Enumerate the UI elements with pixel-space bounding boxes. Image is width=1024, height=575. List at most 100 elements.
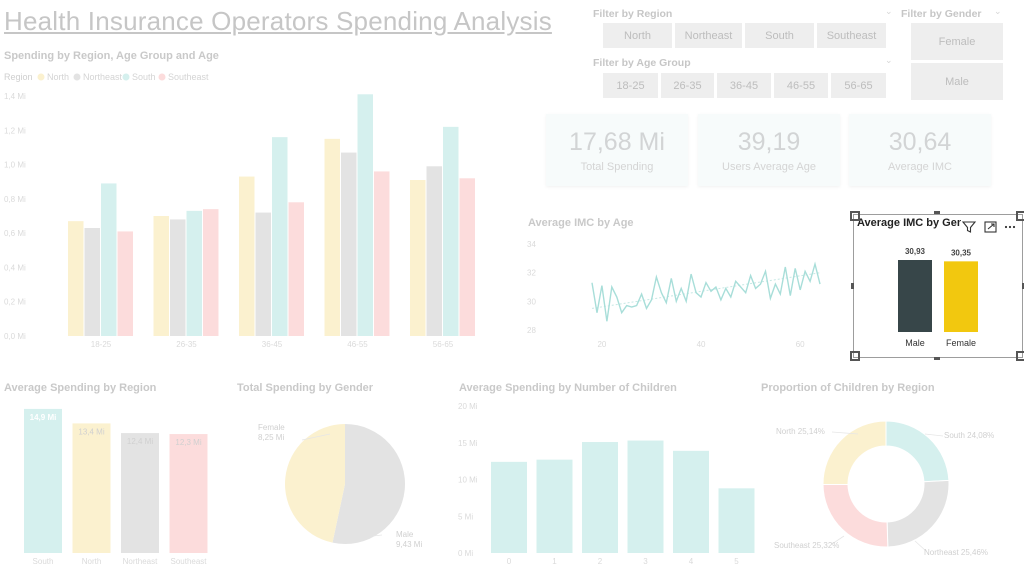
region-age-bar[interactable]: [459, 178, 476, 336]
avg-spending-region-category: Southeast: [170, 557, 207, 566]
avg-spending-region-chart[interactable]: 14,9 Mi South 13,4 Mi North 12,4 Mi Northeast…: [0, 396, 225, 575]
imc-age-line: [591, 261, 821, 322]
children-bar[interactable]: [627, 440, 664, 553]
region-age-bar[interactable]: [101, 183, 117, 336]
more-options-icon[interactable]: [1004, 225, 1016, 229]
filter-icon[interactable]: [961, 221, 977, 233]
resize-handle-left[interactable]: [851, 283, 854, 289]
region-age-bar[interactable]: [443, 126, 459, 336]
resize-handle-bottom[interactable]: [934, 357, 940, 360]
region-age-y-tick: 0,0 Mi: [4, 332, 26, 341]
region-southeast-button[interactable]: Southeast: [817, 23, 886, 48]
imc-gender-data-label: 30,35: [951, 248, 972, 257]
imc-age-chart[interactable]: 28 30 32 34 20 40 60: [520, 232, 830, 352]
gender-female-button[interactable]: Female: [911, 23, 1003, 60]
legend-north: North: [47, 72, 69, 82]
region-age-bar[interactable]: [239, 176, 255, 336]
region-age-bar[interactable]: [324, 138, 341, 336]
imc-gender-bar[interactable]: [944, 261, 978, 332]
region-south-button[interactable]: South: [745, 23, 814, 48]
spending-gender-chart[interactable]: Female 8,25 Mi Male 9,43 Mi: [230, 396, 455, 575]
north-donut-slice[interactable]: [822, 420, 887, 486]
age-46-55-button[interactable]: 46-55: [774, 73, 828, 98]
age-56-65-button[interactable]: 56-65: [831, 73, 886, 98]
kpi-average-age-value: 39,19: [737, 127, 801, 156]
avg-spending-region-bar[interactable]: [24, 408, 62, 553]
female-slice[interactable]: [285, 424, 345, 543]
resize-handle-top-right[interactable]: [1016, 211, 1024, 221]
imc-gender-data-label: 30,93: [905, 247, 926, 256]
region-age-bar[interactable]: [374, 171, 390, 336]
age-18-25-button[interactable]: 18-25: [603, 73, 658, 98]
south-donut-slice[interactable]: [885, 420, 950, 483]
region-age-bar[interactable]: [357, 94, 374, 337]
region-age-bar[interactable]: [341, 152, 357, 336]
children-x-tick: 1: [552, 557, 557, 566]
focus-mode-icon[interactable]: [984, 221, 997, 233]
age-36-45-button[interactable]: 36-45: [717, 73, 771, 98]
region-age-bar[interactable]: [272, 137, 288, 336]
legend-northeast: Northeast: [83, 72, 123, 82]
kpi-total-spending-value: 17,68 Mi: [569, 127, 665, 156]
gender-slicer-title: Filter by Gender: [901, 8, 982, 20]
region-age-bar[interactable]: [426, 166, 443, 336]
gender-slicer-chevron-icon[interactable]: ⌄: [994, 6, 1002, 16]
avg-spending-region-bar[interactable]: [169, 434, 208, 553]
north-slice-label: North 25,14%: [776, 427, 825, 436]
region-age-bar[interactable]: [255, 212, 272, 336]
male-slice[interactable]: [332, 424, 405, 544]
gender-male-button[interactable]: Male: [911, 63, 1003, 100]
imc-age-x-tick: 20: [597, 340, 606, 349]
region-age-bar[interactable]: [68, 221, 84, 336]
region-age-bar[interactable]: [170, 219, 186, 336]
region-age-bar[interactable]: [288, 202, 305, 336]
region-age-y-tick: 0,4 Mi: [4, 263, 26, 272]
region-age-bar[interactable]: [203, 209, 219, 336]
children-x-tick: 4: [689, 557, 694, 566]
region-northeast-button[interactable]: Northeast: [675, 23, 742, 48]
avg-spending-region-data-label: 13,4 Mi: [78, 427, 104, 436]
avg-spending-region-data-label: 14,9 Mi: [30, 413, 57, 422]
avg-spending-region-chart-title: Average Spending by Region: [4, 382, 157, 394]
spending-children-chart[interactable]: 0 Mi 5 Mi 10 Mi 15 Mi 20 Mi 0 1 2 3 4 5: [450, 396, 760, 575]
region-age-bar[interactable]: [153, 216, 170, 336]
kpi-average-imc-value: 30,64: [888, 127, 952, 156]
avg-spending-region-data-label: 12,3 Mi: [175, 438, 201, 447]
northeast-donut-slice[interactable]: [886, 479, 950, 548]
children-y-tick: 15 Mi: [458, 439, 478, 448]
children-bar[interactable]: [582, 442, 618, 553]
region-age-bar[interactable]: [84, 228, 101, 336]
resize-handle-bottom-right[interactable]: [1016, 351, 1024, 361]
age-group-slicer-chevron-icon[interactable]: ⌄: [885, 55, 893, 65]
children-region-chart[interactable]: South 24,08% Northeast 25,46% Southeast …: [760, 396, 1024, 575]
avg-spending-region-bar[interactable]: [121, 433, 159, 553]
resize-handle-top[interactable]: [934, 211, 940, 214]
children-x-tick: 3: [643, 557, 648, 566]
resize-handle-right[interactable]: [1022, 283, 1024, 289]
northeast-leader-line: [914, 540, 927, 552]
children-y-tick: 10 Mi: [458, 476, 478, 485]
children-x-tick: 2: [598, 557, 603, 566]
children-bar[interactable]: [718, 488, 755, 553]
imc-gender-chart[interactable]: 30,93 Male 30,35 Female: [854, 235, 1022, 355]
region-age-bar[interactable]: [410, 180, 426, 336]
avg-spending-region-bar[interactable]: [72, 423, 111, 553]
imc-age-y-tick: 34: [527, 240, 536, 249]
region-age-bar[interactable]: [186, 210, 203, 336]
age-26-35-button[interactable]: 26-35: [661, 73, 714, 98]
region-north-button[interactable]: North: [603, 23, 672, 48]
region-age-bar[interactable]: [117, 231, 134, 336]
region-slicer-chevron-icon[interactable]: ⌄: [885, 6, 893, 16]
resize-handle-top-left[interactable]: [850, 211, 860, 221]
children-bar[interactable]: [673, 450, 709, 553]
kpi-average-age-label: Users Average Age: [722, 160, 816, 173]
imc-gender-bar[interactable]: [898, 260, 932, 332]
legend-southeast: Southeast: [168, 72, 209, 82]
southeast-donut-slice[interactable]: [822, 483, 889, 548]
resize-handle-bottom-left[interactable]: [850, 351, 860, 361]
age-group-slicer-title: Filter by Age Group: [593, 57, 691, 69]
region-age-chart[interactable]: Region North Northeast South Southeast 0…: [0, 64, 520, 354]
children-bar[interactable]: [536, 459, 573, 553]
imc-gender-visual[interactable]: Average IMC by Gen 30,93 Male 30,35 Female: [850, 211, 1024, 361]
children-bar[interactable]: [491, 461, 527, 553]
